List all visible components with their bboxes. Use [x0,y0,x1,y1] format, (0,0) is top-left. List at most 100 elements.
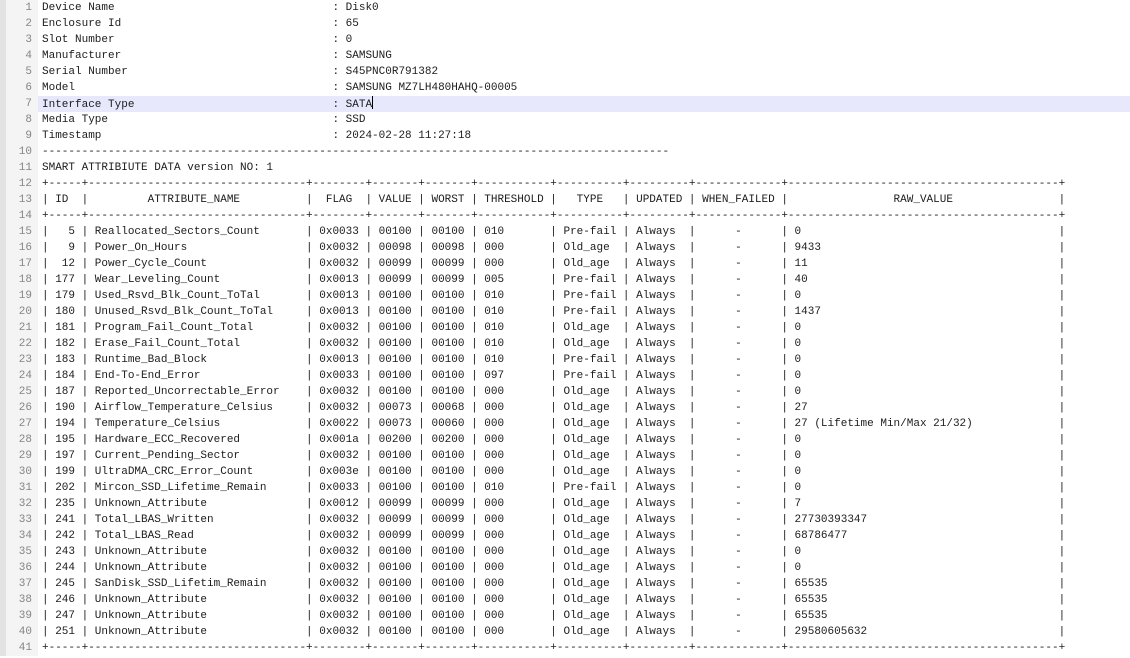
editor-line[interactable]: 36 | 244 | Unknown_Attribute | 0x0032 | 0… [0,560,1130,576]
line-text[interactable]: | 197 | Current_Pending_Sector | 0x0032 … [42,450,1066,462]
line-number: 17 [0,256,38,272]
editor-line[interactable]: 35 | 243 | Unknown_Attribute | 0x0032 | 0… [0,544,1130,560]
editor-line[interactable]: 2 Enclosure Id : 65 [0,16,1130,32]
editor-line[interactable]: 25 | 187 | Reported_Uncorrectable_Error |… [0,384,1130,400]
line-text[interactable]: | 245 | SanDisk_SSD_Lifetim_Remain | 0x0… [42,578,1066,590]
editor-line[interactable]: 38 | 246 | Unknown_Attribute | 0x0032 | 0… [0,592,1130,608]
line-text[interactable]: | 194 | Temperature_Celsius | 0x0022 | 0… [42,418,1066,430]
line-number: 28 [0,432,38,448]
line-text[interactable]: | 244 | Unknown_Attribute | 0x0032 | 001… [42,562,1066,574]
line-text[interactable]: | 247 | Unknown_Attribute | 0x0032 | 001… [42,610,1066,622]
line-text[interactable]: | 5 | Reallocated_Sectors_Count | 0x0033… [42,226,1066,238]
line-text[interactable]: | 177 | Wear_Leveling_Count | 0x0013 | 0… [42,274,1066,286]
editor-line[interactable]: 5 Serial Number : S45PNC0R791382 [0,64,1130,80]
editor-line[interactable]: 29 | 197 | Current_Pending_Sector | 0x003… [0,448,1130,464]
editor-line[interactable]: 3 Slot Number : 0 [0,32,1130,48]
editor-line[interactable]: 11 SMART ATTRIBIUTE DATA version NO: 1 [0,160,1130,176]
editor-line[interactable]: 16 | 9 | Power_On_Hours | 0x0032 | 00098 … [0,240,1130,256]
line-text[interactable]: | 9 | Power_On_Hours | 0x0032 | 00098 | … [42,242,1066,254]
editor-line[interactable]: 41 +-----+-------------------------------… [0,640,1130,656]
line-number: 12 [0,176,38,192]
line-text[interactable]: +-----+---------------------------------… [42,210,1066,222]
line-text[interactable]: Media Type : SSD [42,114,366,126]
editor-line[interactable]: 28 | 195 | Hardware_ECC_Recovered | 0x001… [0,432,1130,448]
line-number: 26 [0,400,38,416]
line-number: 10 [0,144,38,160]
editor-line[interactable]: 26 | 190 | Airflow_Temperature_Celsius | … [0,400,1130,416]
line-number: 35 [0,544,38,560]
editor-line[interactable]: 14 +-----+-------------------------------… [0,208,1130,224]
line-text[interactable]: Slot Number : 0 [42,34,353,46]
editor-line[interactable]: 20 | 180 | Unused_Rsvd_Blk_Count_ToTal | … [0,304,1130,320]
line-text[interactable]: | 235 | Unknown_Attribute | 0x0012 | 000… [42,498,1066,510]
line-number: 40 [0,624,38,640]
line-text[interactable]: | 183 | Runtime_Bad_Block | 0x0013 | 001… [42,354,1066,366]
editor-line[interactable]: 24 | 184 | End-To-End_Error | 0x0033 | 00… [0,368,1130,384]
editor-line[interactable]: 18 | 177 | Wear_Leveling_Count | 0x0013 |… [0,272,1130,288]
line-text[interactable]: Serial Number : S45PNC0R791382 [42,66,439,78]
line-text[interactable]: | 187 | Reported_Uncorrectable_Error | 0… [42,386,1066,398]
line-text[interactable]: Model : SAMSUNG MZ7LH480HAHQ-00005 [42,82,518,94]
line-text[interactable]: | 251 | Unknown_Attribute | 0x0032 | 001… [42,626,1066,638]
editor-line[interactable]: 32 | 235 | Unknown_Attribute | 0x0012 | 0… [0,496,1130,512]
text-caret [372,96,374,109]
line-text[interactable]: ----------------------------------------… [42,146,670,158]
line-text[interactable]: Device Name : Disk0 [42,2,379,14]
line-number: 25 [0,384,38,400]
line-text[interactable]: | 243 | Unknown_Attribute | 0x0032 | 001… [42,546,1066,558]
line-text[interactable]: SMART ATTRIBIUTE DATA version NO: 1 [42,162,274,174]
editor-line[interactable]: 34 | 242 | Total_LBAS_Read | 0x0032 | 000… [0,528,1130,544]
editor-line[interactable]: 13 | ID | ATTRIBUTE_NAME | FLAG | VALUE |… [0,192,1130,208]
line-text[interactable]: | 184 | End-To-End_Error | 0x0033 | 0010… [42,370,1066,382]
line-number: 37 [0,576,38,592]
line-number: 3 [0,32,38,48]
editor-line[interactable]: 40 | 251 | Unknown_Attribute | 0x0032 | 0… [0,624,1130,640]
line-text[interactable]: | 182 | Erase_Fail_Count_Total | 0x0032 … [42,338,1066,350]
editor-line[interactable]: 21 | 181 | Program_Fail_Count_Total | 0x0… [0,320,1130,336]
line-text[interactable]: +-----+---------------------------------… [42,178,1066,190]
editor-line[interactable]: 12 +-----+-------------------------------… [0,176,1130,192]
line-text[interactable]: | 242 | Total_LBAS_Read | 0x0032 | 00099… [42,530,1066,542]
line-number: 7 [0,96,38,112]
editor-line[interactable]: 4 Manufacturer : SAMSUNG [0,48,1130,64]
editor-line[interactable]: 6 Model : SAMSUNG MZ7LH480HAHQ-00005 [0,80,1130,96]
editor-line[interactable]: 22 | 182 | Erase_Fail_Count_Total | 0x003… [0,336,1130,352]
line-text[interactable]: | 181 | Program_Fail_Count_Total | 0x003… [42,322,1066,334]
line-text[interactable]: | 12 | Power_Cycle_Count | 0x0032 | 0009… [42,258,1066,270]
line-number: 33 [0,512,38,528]
line-text[interactable]: | 195 | Hardware_ECC_Recovered | 0x001a … [42,434,1066,446]
editor-line[interactable]: 15 | 5 | Reallocated_Sectors_Count | 0x00… [0,224,1130,240]
editor-line[interactable]: 8 Media Type : SSD [0,112,1130,128]
line-text[interactable]: | 180 | Unused_Rsvd_Blk_Count_ToTal | 0x… [42,306,1066,318]
line-text[interactable]: Manufacturer : SAMSUNG [42,50,392,62]
editor-line[interactable]: 7 Interface Type : SATA [0,96,1130,112]
line-text[interactable]: +-----+---------------------------------… [42,642,1066,654]
editor-line[interactable]: 39 | 247 | Unknown_Attribute | 0x0032 | 0… [0,608,1130,624]
line-number: 9 [0,128,38,144]
line-number: 5 [0,64,38,80]
editor-line[interactable]: 31 | 202 | Mircon_SSD_Lifetime_Remain | 0… [0,480,1130,496]
editor-line[interactable]: 1 Device Name : Disk0 [0,0,1130,16]
editor-line[interactable]: 10 --------------------------------------… [0,144,1130,160]
line-text[interactable]: Interface Type : SATA [38,96,1130,112]
line-text[interactable]: | 202 | Mircon_SSD_Lifetime_Remain | 0x0… [42,482,1066,494]
line-number: 4 [0,48,38,64]
line-number: 18 [0,272,38,288]
line-text[interactable]: Enclosure Id : 65 [42,18,359,30]
line-text[interactable]: | 246 | Unknown_Attribute | 0x0032 | 001… [42,594,1066,606]
editor-line[interactable]: 27 | 194 | Temperature_Celsius | 0x0022 |… [0,416,1130,432]
line-text[interactable]: | 190 | Airflow_Temperature_Celsius | 0x… [42,402,1066,414]
editor-line[interactable]: 30 | 199 | UltraDMA_CRC_Error_Count | 0x0… [0,464,1130,480]
line-text[interactable]: | 179 | Used_Rsvd_Blk_Count_ToTal | 0x00… [42,290,1066,302]
editor-line[interactable]: 23 | 183 | Runtime_Bad_Block | 0x0013 | 0… [0,352,1130,368]
editor-line[interactable]: 19 | 179 | Used_Rsvd_Blk_Count_ToTal | 0x… [0,288,1130,304]
editor-line[interactable]: 33 | 241 | Total_LBAS_Written | 0x0032 | … [0,512,1130,528]
line-text[interactable]: | ID | ATTRIBUTE_NAME | FLAG | VALUE | W… [42,194,1066,206]
line-text[interactable]: Timestamp : 2024-02-28 11:27:18 [42,130,472,142]
editor-line[interactable]: 37 | 245 | SanDisk_SSD_Lifetim_Remain | 0… [0,576,1130,592]
line-text[interactable]: | 199 | UltraDMA_CRC_Error_Count | 0x003… [42,466,1066,478]
line-text[interactable]: | 241 | Total_LBAS_Written | 0x0032 | 00… [42,514,1066,526]
editor-line[interactable]: 9 Timestamp : 2024-02-28 11:27:18 [0,128,1130,144]
editor-line[interactable]: 17 | 12 | Power_Cycle_Count | 0x0032 | 00… [0,256,1130,272]
